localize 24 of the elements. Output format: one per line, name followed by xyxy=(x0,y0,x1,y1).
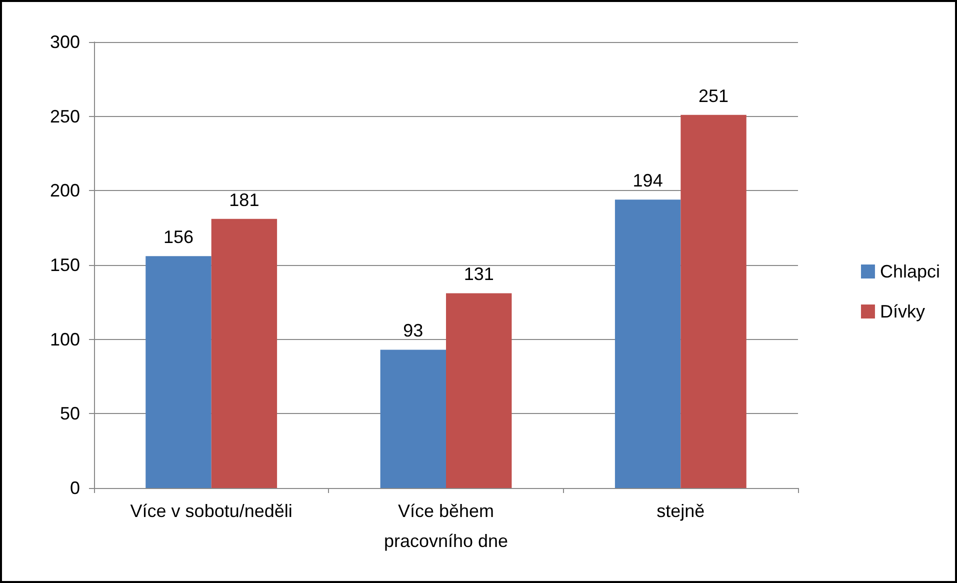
y-tick-label: 250 xyxy=(50,106,80,126)
data-label: 194 xyxy=(632,170,663,191)
data-label: 251 xyxy=(698,86,729,106)
y-tick-label: 0 xyxy=(70,478,80,498)
legend-label: Chlapci xyxy=(880,262,940,282)
bar xyxy=(614,200,681,488)
data-label: 131 xyxy=(464,264,494,284)
bar xyxy=(380,350,446,488)
bar xyxy=(146,256,212,488)
y-tick-label: 200 xyxy=(50,180,80,201)
x-tick-label: Více během pracovního dne xyxy=(384,501,508,551)
bar xyxy=(446,293,512,488)
legend-label: Dívky xyxy=(880,302,925,322)
y-tick-label: 50 xyxy=(60,404,80,424)
data-label: 156 xyxy=(163,227,194,248)
x-tick-label: stejně xyxy=(656,501,705,521)
y-tick-label: 100 xyxy=(50,329,80,350)
data-label: 93 xyxy=(403,320,424,341)
y-tick-label: 300 xyxy=(50,32,80,52)
bar xyxy=(680,114,746,488)
data-label: 181 xyxy=(229,190,260,210)
bar xyxy=(211,218,278,488)
y-tick-label: 150 xyxy=(50,255,80,275)
x-tick-label: Více v sobotu/neděli xyxy=(130,501,292,521)
